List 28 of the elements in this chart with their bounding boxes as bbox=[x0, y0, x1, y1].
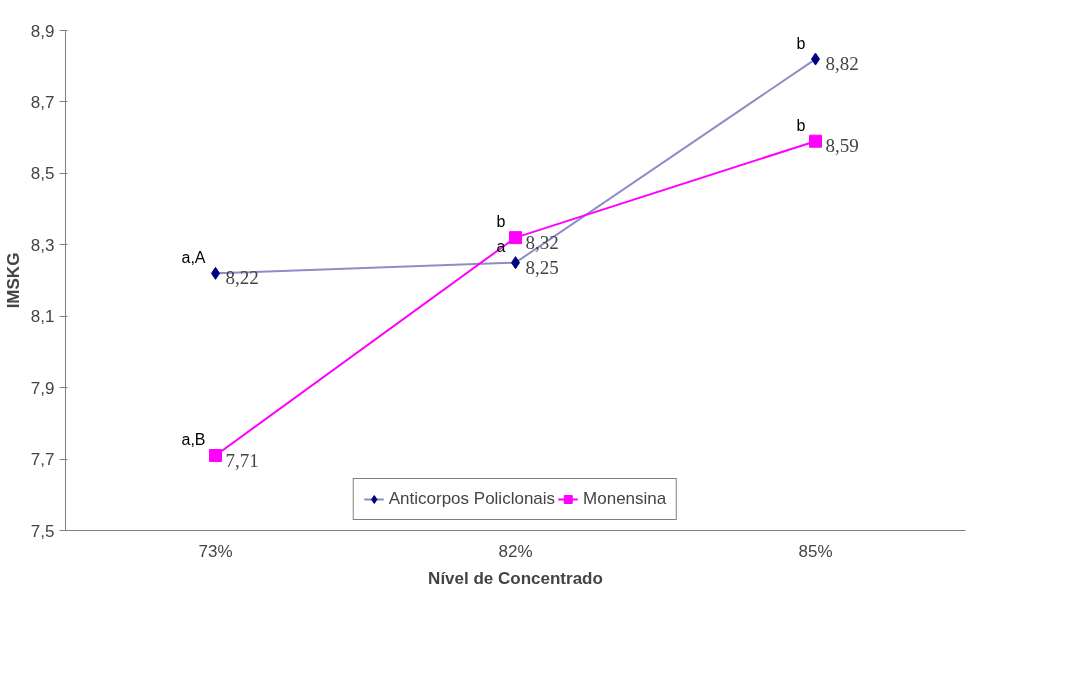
data-label: 8,59 bbox=[825, 135, 859, 157]
y-tick-label: 8,3 bbox=[30, 235, 55, 255]
annotation: b bbox=[796, 116, 806, 134]
legend-label: Anticorpos Policlonais bbox=[388, 489, 556, 509]
data-label: 8,82 bbox=[825, 53, 859, 75]
point bbox=[809, 134, 822, 148]
y-axis-title: IMSKG bbox=[3, 252, 23, 309]
annotation: a,A bbox=[181, 248, 206, 266]
y-tick-label: 7,9 bbox=[30, 378, 55, 398]
data-label: 7,71 bbox=[225, 449, 259, 471]
point bbox=[209, 449, 222, 462]
y-tick-label: 7,7 bbox=[30, 450, 55, 470]
y-tick-label: 8,5 bbox=[30, 164, 55, 184]
annotation: b bbox=[496, 213, 506, 231]
x-tick-label: 73% bbox=[198, 541, 233, 561]
x-axis-title: Nível de Concentrado bbox=[428, 568, 603, 588]
y-tick-label: 8,7 bbox=[30, 92, 55, 112]
legend-label: Monensina bbox=[583, 489, 667, 509]
point bbox=[509, 231, 522, 245]
y-tick-label: 8,9 bbox=[30, 21, 55, 41]
y-tick-label: 7,5 bbox=[30, 521, 55, 541]
data-label: 8,22 bbox=[225, 267, 259, 289]
x-tick-label: 82% bbox=[498, 541, 533, 561]
annotation: b bbox=[796, 34, 806, 52]
x-tick-label: 85% bbox=[798, 541, 833, 561]
y-tick-label: 8,1 bbox=[30, 307, 55, 327]
annotation: a,B bbox=[181, 431, 206, 448]
data-label: 8,25 bbox=[525, 256, 559, 278]
